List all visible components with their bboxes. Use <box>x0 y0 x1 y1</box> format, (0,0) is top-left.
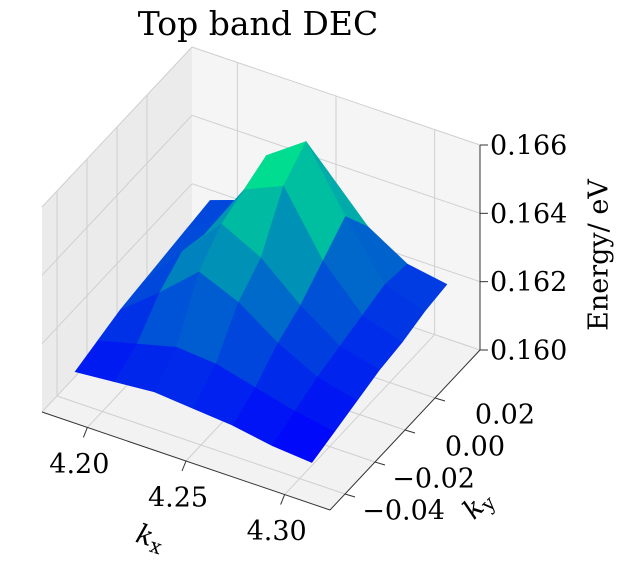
tick-mark <box>280 494 286 505</box>
tick-mark <box>82 427 88 438</box>
y-tick-label: −0.04 <box>362 496 445 527</box>
z-tick-label: 0.164 <box>490 199 567 230</box>
grid-line <box>41 46 193 208</box>
grid-line <box>41 114 193 276</box>
tick-mark <box>404 429 416 434</box>
z-tick-label: 0.160 <box>490 336 567 367</box>
grid-line <box>191 46 481 146</box>
z-axis-label: Energy/ eV <box>584 179 615 331</box>
y-tick-label: −0.02 <box>392 464 475 495</box>
x-axis <box>41 411 331 511</box>
y-tick-label: 0.00 <box>445 432 505 463</box>
surface-patch <box>271 411 335 463</box>
z-tick-label: 0.162 <box>490 267 567 298</box>
grid-line <box>41 183 193 345</box>
tick-mark <box>181 460 187 472</box>
x-tick-label: 4.30 <box>247 516 307 547</box>
tick-mark <box>434 397 446 402</box>
z-tick-label: 0.166 <box>490 131 567 162</box>
chart-title: Top band DEC <box>138 4 378 43</box>
y-tick-label: 0.02 <box>475 400 535 431</box>
grid-line <box>191 114 481 214</box>
tick-mark <box>344 493 356 498</box>
tick-mark <box>374 461 386 466</box>
x-tick-label: 4.25 <box>148 483 208 514</box>
y-axis <box>329 349 481 511</box>
grid-line <box>56 395 346 495</box>
x-tick-label: 4.20 <box>49 449 109 480</box>
x-axis-label: kx <box>131 518 168 559</box>
